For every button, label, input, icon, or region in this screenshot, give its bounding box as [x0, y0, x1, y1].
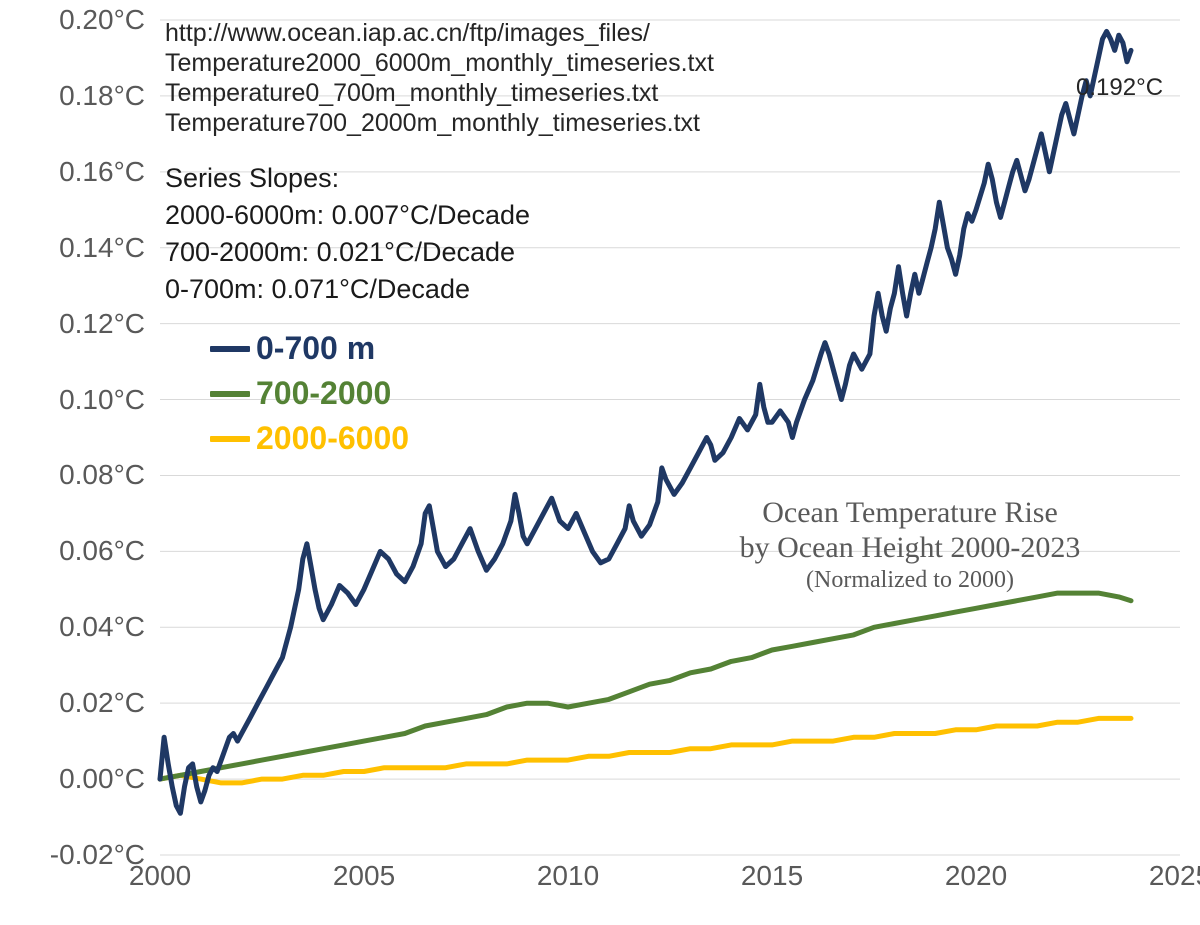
x-tick-label: 2000: [129, 860, 191, 892]
legend-swatch-700-2000: [210, 391, 250, 397]
legend-label-2000-6000: 2000-6000: [256, 420, 409, 457]
y-tick-label: 0.14°C: [59, 232, 145, 264]
x-tick-label: 2015: [741, 860, 803, 892]
source-line-3: Temperature0_700m_monthly_timeseries.txt: [165, 78, 658, 108]
chart-subtitle: (Normalized to 2000): [650, 566, 1170, 594]
x-tick-label: 2025: [1149, 860, 1200, 892]
slopes-header: Series Slopes:: [165, 160, 339, 196]
source-line-2: Temperature2000_6000m_monthly_timeseries…: [165, 48, 714, 78]
y-tick-label: 0.20°C: [59, 4, 145, 36]
y-tick-label: 0.12°C: [59, 308, 145, 340]
slope-line-2: 700-2000m: 0.021°C/Decade: [165, 234, 515, 270]
chart-title: Ocean Temperature Rise by Ocean Height 2…: [650, 495, 1170, 594]
legend-swatch-2000-6000: [210, 436, 250, 442]
legend-2000-6000: 2000-6000: [210, 420, 409, 457]
y-tick-label: 0.18°C: [59, 80, 145, 112]
y-tick-label: 0.08°C: [59, 459, 145, 491]
chart-title-line2: by Ocean Height 2000-2023: [650, 530, 1170, 565]
y-tick-label: 0.06°C: [59, 535, 145, 567]
legend-0-700: 0-700 m: [210, 330, 375, 367]
legend-swatch-0-700: [210, 346, 250, 352]
y-tick-label: 0.10°C: [59, 384, 145, 416]
legend-label-700-2000: 700-2000: [256, 375, 391, 412]
slope-line-3: 0-700m: 0.071°C/Decade: [165, 271, 470, 307]
legend-label-0-700: 0-700 m: [256, 330, 375, 367]
x-tick-label: 2005: [333, 860, 395, 892]
x-tick-label: 2010: [537, 860, 599, 892]
y-tick-label: 0.16°C: [59, 156, 145, 188]
legend-700-2000: 700-2000: [210, 375, 391, 412]
slope-line-1: 2000-6000m: 0.007°C/Decade: [165, 197, 530, 233]
chart-container: -0.02°C0.00°C0.02°C0.04°C0.06°C0.08°C0.1…: [0, 0, 1200, 925]
chart-title-line1: Ocean Temperature Rise: [650, 495, 1170, 530]
source-line-4: Temperature700_2000m_monthly_timeseries.…: [165, 108, 700, 138]
y-tick-label: 0.04°C: [59, 611, 145, 643]
y-tick-label: 0.02°C: [59, 687, 145, 719]
x-tick-label: 2020: [945, 860, 1007, 892]
chart-svg: [0, 0, 1200, 925]
endpoint-label: 0.192°C: [1076, 74, 1163, 102]
source-line-1: http://www.ocean.iap.ac.cn/ftp/images_fi…: [165, 18, 650, 48]
y-tick-label: 0.00°C: [59, 763, 145, 795]
